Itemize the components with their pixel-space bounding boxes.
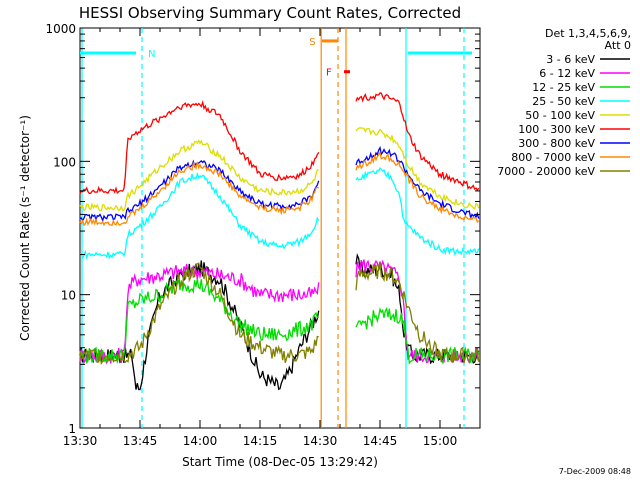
series-line-1-0 [79,263,320,365]
series-line-8-0 [79,262,319,366]
legend-label-4: 50 - 100 keV [525,109,595,122]
legend-label-8: 7000 - 20000 keV [497,165,595,178]
legend-label-0: 3 - 6 keV [546,53,595,66]
x-axis: 13:30 13:45 14:00 14:15 14:30 14:45 15:00 [63,28,481,448]
legend-title-line-1: Det 1,3,4,5,6,9, [545,27,631,40]
series-line-8-1 [355,260,480,364]
series-line-5-1 [355,92,480,192]
series-line-6-1 [355,145,480,221]
x-tick-label-6: 15:00 [423,434,458,448]
series-line-4-0 [79,138,319,212]
x-axis-label: Start Time (08-Dec-05 13:29:42) [182,455,378,469]
annotation-label-1: S [309,37,315,48]
annotation-label-2: F [326,68,332,79]
series-line-4-1 [355,127,480,211]
legend-label-5: 100 - 300 keV [518,123,595,136]
y-axis-label: Corrected Count Rate (s⁻¹ detector⁻¹) [18,115,32,341]
series-line-3-1 [355,166,480,256]
y-axis: 1 10 100 1000 [45,22,480,436]
legend-title-line-2: Att 0 [605,39,631,52]
generation-timestamp: 7-Dec-2009 08:48 [559,467,631,476]
x-tick-label-4: 14:30 [303,434,338,448]
y-tick-label-3: 1000 [45,22,76,36]
series-line-3-0 [79,172,320,261]
y-tick-label-1: 10 [61,289,76,303]
y-tick-label-2: 100 [53,155,76,169]
plot-area: N S F [79,27,481,429]
series-line-7-0 [79,161,319,227]
x-tick-label-0: 13:30 [63,434,98,448]
series-line-5-0 [79,99,320,195]
legend-label-3: 25 - 50 keV [532,95,595,108]
chart-title: HESSI Observing Summary Count Rates, Cor… [79,4,461,22]
x-tick-label-5: 14:45 [363,434,398,448]
annotation-label-0: N [148,49,155,60]
x-tick-label-3: 14:15 [243,434,278,448]
series-line-1-1 [355,259,480,364]
x-tick-label-1: 13:45 [123,434,158,448]
series-line-6-0 [79,159,320,223]
legend-label-7: 800 - 7000 keV [511,151,595,164]
legend-label-2: 12 - 25 keV [532,81,595,94]
legend-label-1: 6 - 12 keV [539,67,595,80]
series-line-0-0 [79,260,320,391]
series-line-0-1 [355,253,480,365]
y-axis-label-text: Corrected Count Rate (s⁻¹ detector⁻¹) [18,115,32,341]
legend-label-6: 300 - 800 keV [518,137,595,150]
plot-frame [79,27,481,429]
y-tick-label-0: 1 [68,422,76,436]
series-line-2-0 [79,278,319,365]
x-tick-label-2: 14:00 [183,434,218,448]
series-line-7-1 [355,151,480,224]
